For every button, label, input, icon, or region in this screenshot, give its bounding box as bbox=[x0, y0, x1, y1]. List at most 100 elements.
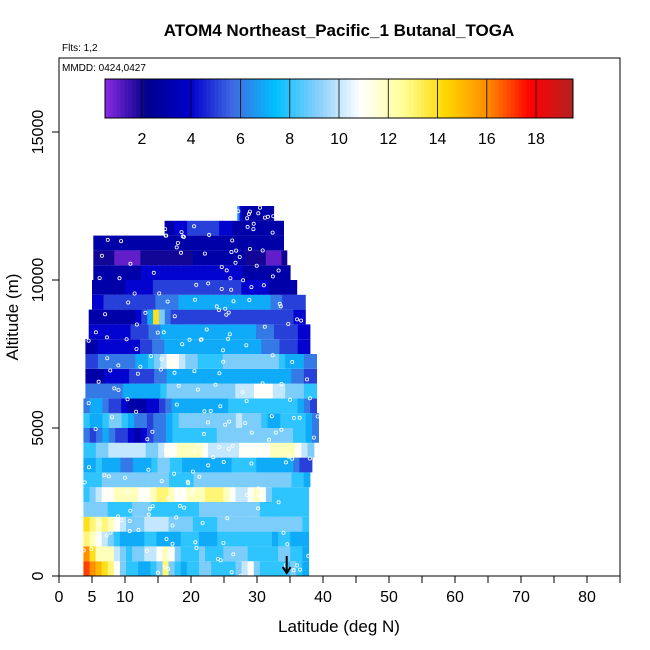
heatmap-cell bbox=[235, 413, 243, 428]
heatmap-cell bbox=[241, 516, 249, 532]
heatmap-cell bbox=[229, 487, 237, 502]
heatmap-cell bbox=[243, 457, 251, 473]
sample-point bbox=[93, 330, 98, 335]
heatmap-cell bbox=[172, 354, 180, 369]
heatmap-cell bbox=[259, 398, 267, 414]
heatmap-cell bbox=[205, 487, 212, 502]
colorbar-segment bbox=[417, 79, 422, 118]
heatmap-cell bbox=[271, 546, 279, 562]
sample-point bbox=[311, 435, 316, 440]
heatmap-cell bbox=[284, 516, 291, 532]
heatmap-cell bbox=[174, 516, 182, 532]
heatmap-cell bbox=[176, 457, 183, 473]
sample-point bbox=[281, 530, 286, 535]
heatmap-cell bbox=[108, 413, 116, 428]
heatmap-cell bbox=[259, 294, 266, 310]
heatmap-cell bbox=[179, 354, 186, 369]
heatmap-cell bbox=[154, 324, 162, 340]
heatmap-cell bbox=[107, 502, 115, 517]
heatmap-cell bbox=[156, 250, 162, 266]
heatmap-cell bbox=[235, 531, 243, 547]
heatmap-cell bbox=[260, 368, 268, 384]
heatmap-cell bbox=[258, 309, 265, 325]
heatmap-cell bbox=[104, 383, 111, 399]
heatmap-cell bbox=[244, 206, 246, 221]
sample-point bbox=[187, 337, 192, 342]
sample-point bbox=[200, 521, 205, 526]
heatmap-cell bbox=[247, 265, 254, 280]
heatmap-cell bbox=[223, 428, 231, 443]
sample-point bbox=[202, 409, 207, 414]
heatmap-cell bbox=[196, 235, 202, 251]
heatmap-cell bbox=[107, 487, 115, 502]
heatmap-cell bbox=[119, 531, 127, 547]
heatmap-cell bbox=[154, 235, 161, 251]
sample-point bbox=[225, 516, 230, 521]
sample-point bbox=[228, 276, 233, 281]
heatmap-cell bbox=[126, 457, 134, 473]
heatmap-cell bbox=[268, 457, 276, 473]
sample-point bbox=[279, 381, 284, 386]
heatmap-cell bbox=[210, 354, 218, 369]
x-tick-label: 40 bbox=[314, 589, 332, 606]
heatmap-cell bbox=[168, 531, 176, 547]
heatmap-cell bbox=[197, 280, 204, 295]
heatmap-cell bbox=[258, 265, 265, 280]
colorbar-segment bbox=[194, 79, 200, 118]
heatmap-cell bbox=[166, 383, 174, 399]
sample-point bbox=[122, 475, 127, 480]
heatmap-cell bbox=[206, 235, 213, 251]
sample-point bbox=[104, 533, 109, 538]
sample-point bbox=[134, 322, 139, 327]
heatmap-cell bbox=[302, 561, 310, 576]
heatmap-cell bbox=[130, 324, 138, 340]
sample-point bbox=[150, 504, 155, 509]
colorbar-segment bbox=[483, 79, 488, 118]
heatmap-cell bbox=[266, 368, 274, 384]
heatmap-cell bbox=[95, 561, 103, 576]
sample-point bbox=[262, 324, 267, 329]
heatmap-cell bbox=[193, 220, 198, 236]
heatmap-cell bbox=[126, 472, 133, 488]
sample-point bbox=[223, 306, 228, 311]
heatmap-cell bbox=[176, 442, 184, 458]
heatmap-cell bbox=[180, 220, 185, 236]
heatmap-cell bbox=[220, 265, 227, 280]
heatmap-cell bbox=[285, 324, 293, 340]
heatmap-cell bbox=[278, 531, 285, 547]
heatmap-cell bbox=[108, 457, 115, 473]
sample-point bbox=[315, 414, 320, 419]
colorbar-segment bbox=[264, 79, 270, 118]
heatmap-cell bbox=[83, 561, 91, 576]
heatmap-cell bbox=[146, 428, 154, 443]
sample-point bbox=[116, 387, 121, 392]
heatmap-cell bbox=[247, 516, 255, 532]
heatmap-cell bbox=[303, 383, 311, 399]
heatmap-cell bbox=[180, 531, 188, 547]
heatmap-cell bbox=[125, 265, 132, 280]
heatmap-cell bbox=[162, 487, 170, 502]
colorbar-segment bbox=[331, 79, 336, 118]
heatmap-cell bbox=[147, 309, 154, 325]
heatmap-cell bbox=[158, 339, 165, 354]
heatmap-cell bbox=[187, 472, 195, 488]
heatmap-cell bbox=[129, 250, 136, 266]
heatmap-cell bbox=[122, 368, 130, 384]
heatmap-cell bbox=[221, 235, 228, 251]
colorbar-segment bbox=[362, 79, 367, 118]
heatmap-cell bbox=[114, 457, 122, 473]
heatmap-cell bbox=[89, 413, 97, 428]
heatmap-cell bbox=[288, 442, 296, 458]
heatmap-cell bbox=[293, 309, 300, 325]
heatmap-cell bbox=[219, 457, 226, 473]
heatmap-cell bbox=[260, 472, 268, 488]
heatmap-cell bbox=[119, 561, 127, 576]
heatmap-cell bbox=[252, 280, 259, 295]
heatmap-cell bbox=[273, 428, 281, 443]
sample-point bbox=[89, 547, 94, 552]
sample-point bbox=[191, 487, 196, 492]
heatmap-cell bbox=[256, 324, 263, 340]
heatmap-cell bbox=[151, 442, 159, 458]
heatmap-cell bbox=[98, 250, 105, 266]
